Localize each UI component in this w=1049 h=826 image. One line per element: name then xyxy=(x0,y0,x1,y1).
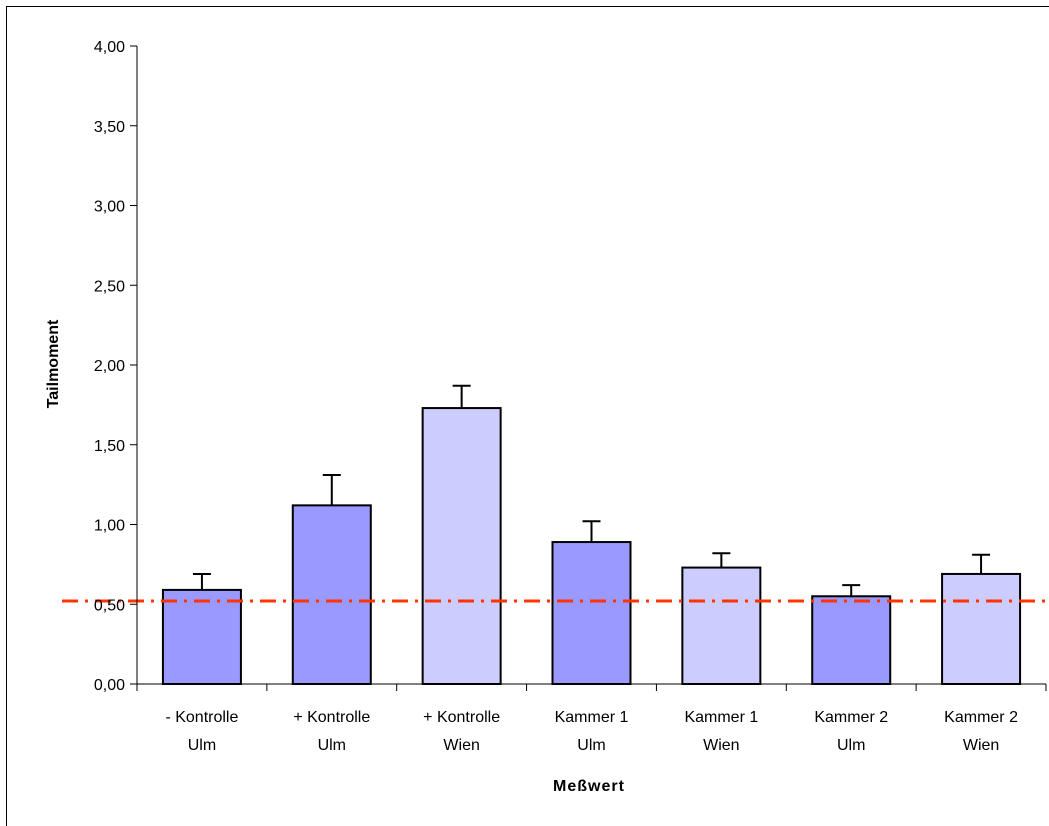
x-tick-label-4-1: Wien xyxy=(703,737,739,754)
y-tick-label-4: 2,00 xyxy=(94,358,125,375)
y-tick-label-6: 3,00 xyxy=(94,199,125,216)
bar-3 xyxy=(551,541,632,685)
bar-6 xyxy=(941,572,1022,686)
x-tick-label-6-1: Wien xyxy=(963,737,999,754)
x-tick-label-3-1: Ulm xyxy=(577,737,605,754)
x-tick-label-6-0: Kammer 2 xyxy=(944,709,1018,726)
y-tick-label-7: 3,50 xyxy=(94,119,125,136)
bar-2 xyxy=(421,407,502,685)
y-tick-label-5: 2,50 xyxy=(94,278,125,295)
y-tick-label-2: 1,00 xyxy=(94,518,125,535)
x-axis-title: Meßwert xyxy=(553,778,625,795)
x-tick-label-1-0: + Kontrolle xyxy=(293,709,370,726)
y-tick-label-0: 0,00 xyxy=(94,677,125,694)
x-tick-label-1-1: Ulm xyxy=(318,737,346,754)
axes-layer xyxy=(130,45,1047,691)
chart-frame xyxy=(6,6,1049,826)
x-tick-label-0-0: - Kontrolle xyxy=(165,709,238,726)
bar-5 xyxy=(811,595,892,686)
y-tick-label-1: 0,50 xyxy=(94,597,125,614)
bar-1 xyxy=(291,504,372,685)
x-tick-label-0-1: Ulm xyxy=(188,737,216,754)
x-tick-label-5-0: Kammer 2 xyxy=(814,709,888,726)
x-tick-label-3-0: Kammer 1 xyxy=(555,709,629,726)
y-tick-label-8: 4,00 xyxy=(94,39,125,56)
x-tick-label-2-0: + Kontrolle xyxy=(423,709,500,726)
bar-0 xyxy=(161,588,242,686)
y-tick-label-3: 1,50 xyxy=(94,438,125,455)
x-tick-label-2-1: Wien xyxy=(443,737,479,754)
y-axis-title: Tailmoment xyxy=(45,319,62,408)
bars-layer xyxy=(161,407,1022,686)
labels-layer: 0,00 0,50 1,00 1,50 2,00 2,50 3,00 3,50 4,00 - Ko… xyxy=(94,39,1018,754)
error-bars-layer xyxy=(192,384,991,597)
bar-4 xyxy=(681,566,762,685)
x-tick-label-5-1: Ulm xyxy=(837,737,865,754)
x-tick-label-4-0: Kammer 1 xyxy=(684,709,758,726)
